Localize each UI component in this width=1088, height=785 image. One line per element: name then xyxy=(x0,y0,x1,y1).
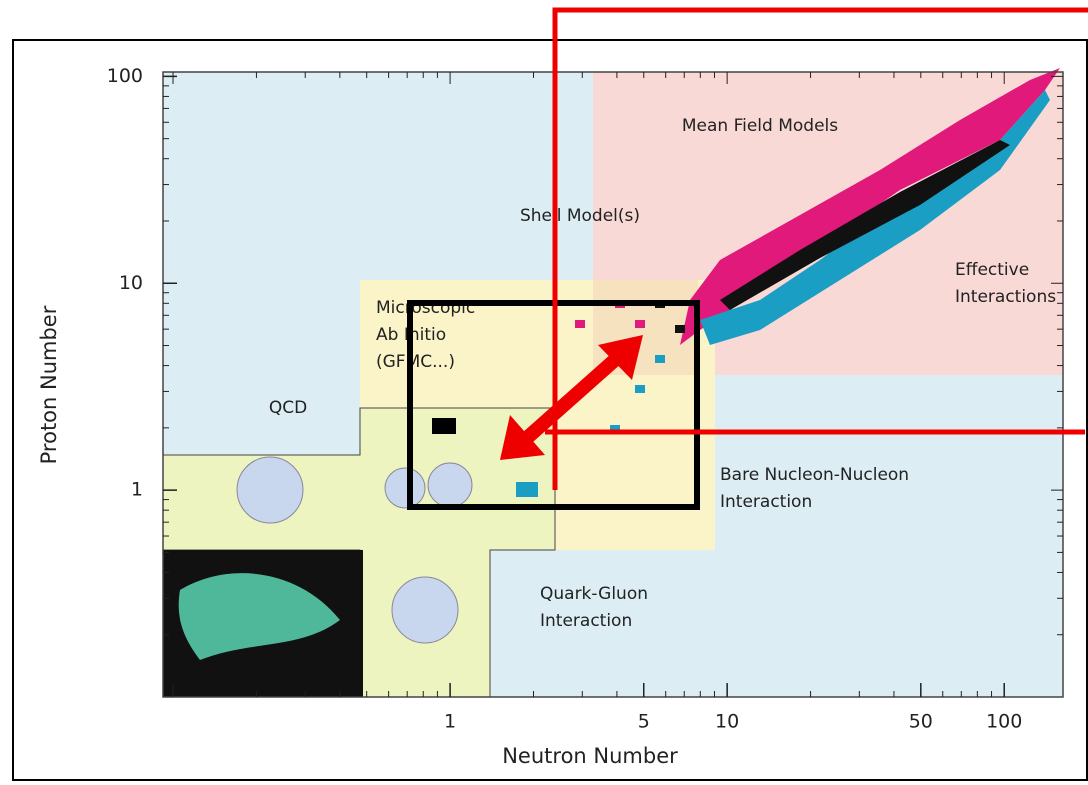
nucleus-image xyxy=(392,577,458,643)
nucleus-image xyxy=(237,457,303,523)
x-tick-label: 1 xyxy=(444,711,456,733)
region-label: Bare Nucleon-Nucleon xyxy=(720,465,909,485)
nucleus-image xyxy=(428,463,472,507)
nucleus-image xyxy=(385,468,425,508)
region-label: Shell Model(s) xyxy=(520,206,640,226)
nuclide xyxy=(635,385,645,393)
x-axis-label: Neutron Number xyxy=(502,744,678,768)
x-tick-label: 50 xyxy=(909,711,933,733)
region-label: Interactions xyxy=(955,287,1056,307)
y-tick-label: 100 xyxy=(107,65,143,87)
y-tick-label: 10 xyxy=(119,272,143,294)
nuclide xyxy=(675,325,685,333)
nuclide xyxy=(635,320,645,328)
nucleus-mark xyxy=(432,418,456,434)
region-label: Mean Field Models xyxy=(682,116,838,136)
nuclide xyxy=(575,320,585,328)
region-label: Effective xyxy=(955,260,1029,280)
y-tick-label: 1 xyxy=(131,479,143,501)
region-label: Interaction xyxy=(540,611,632,631)
region-label: QCD xyxy=(269,398,307,418)
region-label: Quark-Gluon xyxy=(540,584,648,604)
figure: 1 5 10 50 100 1 10 100 Mean Field Models Shell Mo… xyxy=(0,0,1088,781)
nuclide xyxy=(655,355,665,363)
region-label: (GFMC...) xyxy=(376,352,455,372)
x-tick-label: 100 xyxy=(986,711,1022,733)
x-tick-label: 10 xyxy=(715,711,739,733)
x-tick-label: 5 xyxy=(638,711,650,733)
region-label: Interaction xyxy=(720,492,812,512)
nucleus-mark xyxy=(516,482,538,497)
y-axis-label: Proton Number xyxy=(37,305,61,464)
